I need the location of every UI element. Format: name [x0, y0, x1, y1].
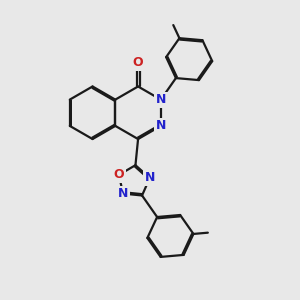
Text: O: O [114, 168, 124, 182]
Text: N: N [118, 187, 128, 200]
Text: N: N [156, 119, 166, 132]
Text: N: N [156, 93, 166, 106]
Text: N: N [145, 171, 155, 184]
Text: O: O [133, 56, 143, 69]
